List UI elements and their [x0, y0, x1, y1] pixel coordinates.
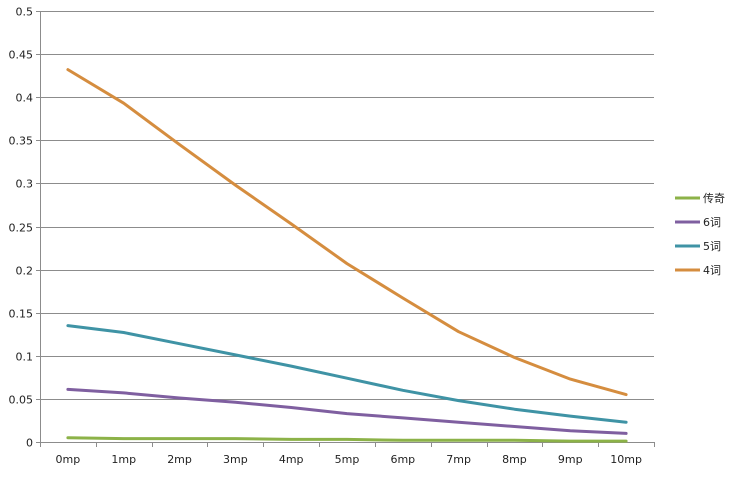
x-tick-label: 3mp	[223, 453, 248, 466]
y-tick-label: 0.4	[16, 92, 34, 105]
y-tick-label: 0.5	[16, 6, 34, 19]
y-tick-label: 0	[26, 437, 33, 450]
series-line-1	[66, 387, 628, 435]
series-layer	[66, 68, 628, 443]
y-tick-label: 0.45	[9, 49, 34, 62]
x-tick-label: 10mp	[610, 453, 642, 466]
legend: 传奇 6词 5词 4词	[675, 192, 725, 277]
x-axis: 0mp 1mp 2mp 3mp 4mp 5mp 6mp 7mp 8mp 9mp 10mp	[40, 442, 655, 466]
series-line-2	[66, 324, 628, 424]
x-tick-label: 2mp	[167, 453, 192, 466]
x-tick-label: 4mp	[279, 453, 304, 466]
x-tick-label: 9mp	[558, 453, 583, 466]
y-tick-label: 0.2	[16, 265, 34, 278]
legend-label: 5词	[703, 240, 721, 253]
legend-label: 传奇	[703, 192, 725, 205]
x-tick-label: 6mp	[390, 453, 415, 466]
x-tick-label: 0mp	[56, 453, 81, 466]
x-tick-label: 8mp	[502, 453, 527, 466]
x-tick-label: 1mp	[111, 453, 136, 466]
x-tick-label: 7mp	[446, 453, 471, 466]
y-tick-label: 0.1	[16, 351, 34, 364]
legend-label: 4词	[703, 264, 721, 277]
y-axis: 0 0.05 0.1 0.15 0.2 0.25 0.3 0.35 0.4 0.45 0.5	[9, 6, 41, 450]
y-tick-label: 0.35	[9, 135, 34, 148]
series-line-3	[66, 68, 628, 397]
series-line-0	[66, 436, 628, 443]
legend-label: 6词	[703, 216, 721, 229]
y-tick-label: 0.05	[9, 394, 34, 407]
y-tick-label: 0.25	[9, 222, 34, 235]
y-tick-label: 0.3	[16, 178, 34, 191]
y-tick-label: 0.15	[9, 308, 34, 321]
grid-layer	[40, 11, 654, 400]
x-tick-label: 5mp	[335, 453, 360, 466]
